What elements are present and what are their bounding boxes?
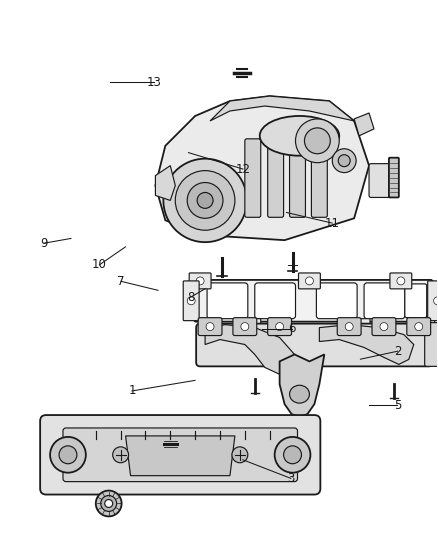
Circle shape [196, 277, 204, 285]
FancyBboxPatch shape [369, 164, 395, 197]
Polygon shape [205, 325, 294, 374]
Circle shape [345, 322, 353, 330]
Circle shape [338, 155, 350, 167]
Circle shape [380, 322, 388, 330]
Text: 6: 6 [288, 322, 296, 335]
FancyBboxPatch shape [255, 283, 296, 319]
Circle shape [187, 297, 195, 305]
FancyBboxPatch shape [364, 283, 405, 319]
FancyBboxPatch shape [245, 139, 261, 217]
Polygon shape [279, 354, 324, 417]
FancyBboxPatch shape [413, 319, 434, 335]
Polygon shape [354, 113, 374, 136]
Text: 11: 11 [325, 216, 339, 230]
Circle shape [206, 322, 214, 330]
Circle shape [113, 447, 129, 463]
FancyBboxPatch shape [405, 284, 427, 318]
Circle shape [175, 171, 235, 230]
Text: 12: 12 [236, 163, 251, 175]
Circle shape [420, 322, 427, 330]
Circle shape [232, 447, 248, 463]
FancyBboxPatch shape [389, 158, 399, 197]
FancyBboxPatch shape [207, 283, 248, 319]
Text: 3: 3 [287, 472, 294, 485]
Text: 8: 8 [187, 290, 194, 304]
Polygon shape [210, 96, 354, 121]
Polygon shape [155, 96, 369, 240]
FancyBboxPatch shape [425, 322, 438, 366]
Circle shape [415, 322, 423, 330]
Circle shape [397, 277, 405, 285]
FancyBboxPatch shape [348, 319, 370, 335]
FancyBboxPatch shape [372, 318, 396, 336]
FancyBboxPatch shape [194, 280, 433, 321]
FancyBboxPatch shape [183, 281, 199, 321]
Text: 2: 2 [394, 345, 401, 358]
Circle shape [50, 437, 86, 473]
FancyBboxPatch shape [427, 281, 438, 321]
FancyBboxPatch shape [290, 139, 305, 217]
FancyBboxPatch shape [407, 318, 431, 336]
FancyBboxPatch shape [63, 428, 297, 482]
FancyBboxPatch shape [268, 139, 283, 217]
Circle shape [187, 182, 223, 219]
Circle shape [246, 322, 254, 330]
Ellipse shape [260, 116, 339, 156]
FancyBboxPatch shape [233, 318, 257, 336]
FancyBboxPatch shape [198, 318, 222, 336]
Circle shape [275, 437, 311, 473]
FancyBboxPatch shape [196, 324, 433, 366]
FancyBboxPatch shape [311, 139, 327, 217]
Circle shape [59, 446, 77, 464]
FancyBboxPatch shape [390, 273, 412, 289]
Circle shape [332, 149, 356, 173]
Circle shape [283, 446, 301, 464]
Circle shape [101, 496, 117, 512]
FancyBboxPatch shape [40, 415, 320, 495]
Circle shape [241, 322, 249, 330]
FancyBboxPatch shape [239, 319, 261, 335]
Text: 13: 13 [146, 76, 161, 88]
Circle shape [296, 119, 339, 163]
Polygon shape [126, 436, 235, 475]
FancyBboxPatch shape [268, 318, 292, 336]
Text: 9: 9 [40, 237, 48, 249]
Text: 5: 5 [394, 399, 401, 412]
Circle shape [304, 128, 330, 154]
Circle shape [305, 277, 314, 285]
FancyBboxPatch shape [337, 318, 361, 336]
Circle shape [105, 499, 113, 507]
Circle shape [96, 490, 122, 516]
Polygon shape [155, 166, 175, 200]
Circle shape [276, 322, 283, 330]
FancyBboxPatch shape [189, 273, 211, 289]
Polygon shape [319, 325, 414, 365]
Text: 1: 1 [128, 384, 136, 398]
Text: 10: 10 [92, 259, 107, 271]
Circle shape [197, 192, 213, 208]
Circle shape [163, 159, 247, 242]
FancyBboxPatch shape [298, 273, 320, 289]
Circle shape [355, 322, 363, 330]
Ellipse shape [290, 385, 309, 403]
FancyBboxPatch shape [316, 283, 357, 319]
Text: 7: 7 [117, 275, 125, 288]
Circle shape [434, 297, 438, 305]
